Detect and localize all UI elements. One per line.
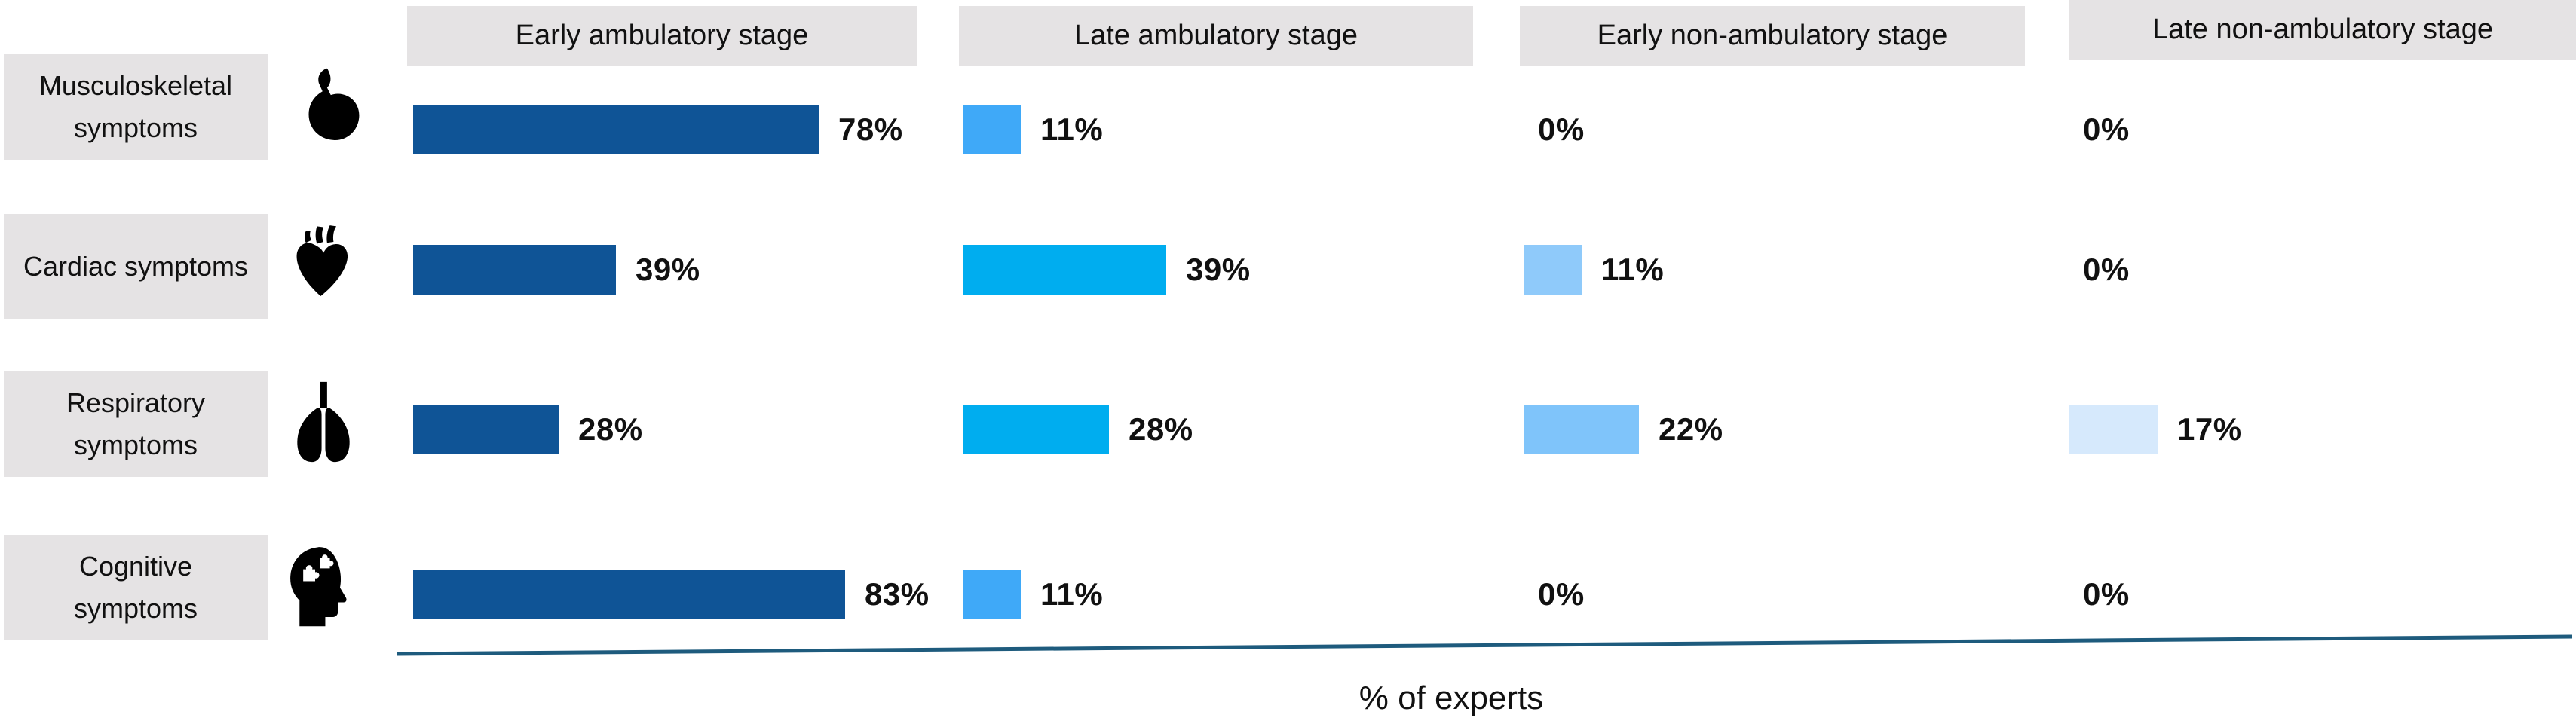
bar-value-label-early-non-ambulatory-stage-cognitive-symptoms: 0% [1538,576,1585,612]
bar-late-non-ambulatory-stage-respiratory-symptoms [2069,405,2158,454]
bar-early-ambulatory-stage-cardiac-symptoms [413,245,616,295]
bar-value-label-late-non-ambulatory-stage-respiratory-symptoms: 17% [2177,411,2242,447]
column-header-early-non-ambulatory-stage: Early non-ambulatory stage [1520,6,2025,66]
cognitive-head-icon [277,538,369,637]
row-label-cardiac-symptoms: Cardiac symptoms [4,214,268,319]
row-label-text: Musculoskeletal symptoms [38,70,233,143]
bar-value-label-early-ambulatory-stage-musculoskeletal-symptoms: 78% [838,112,903,147]
bar-early-non-ambulatory-stage-cardiac-symptoms [1524,245,1582,295]
row-label-cognitive-symptoms: Cognitive symptoms [4,535,268,640]
bar-value-label-early-non-ambulatory-stage-respiratory-symptoms: 22% [1659,411,1723,447]
column-header-early-ambulatory-stage: Early ambulatory stage [407,6,917,66]
muscle-icon [277,57,369,157]
row-label-text: Respiratory symptoms [66,387,206,460]
bar-early-non-ambulatory-stage-respiratory-symptoms [1524,405,1639,454]
row-label-text: Cognitive symptoms [73,551,198,624]
bar-value-label-late-ambulatory-stage-respiratory-symptoms: 28% [1129,411,1193,447]
bar-late-ambulatory-stage-respiratory-symptoms [963,405,1109,454]
bar-early-ambulatory-stage-cognitive-symptoms [413,570,845,619]
bar-value-label-early-non-ambulatory-stage-musculoskeletal-symptoms: 0% [1538,112,1585,147]
bar-value-label-early-ambulatory-stage-cognitive-symptoms: 83% [865,576,930,612]
bar-value-label-late-ambulatory-stage-cardiac-symptoms: 39% [1186,252,1251,287]
bar-late-ambulatory-stage-cardiac-symptoms [963,245,1166,295]
lungs-icon [277,374,369,474]
x-axis-title: % of experts [1358,680,1544,716]
bar-late-ambulatory-stage-musculoskeletal-symptoms [963,105,1021,154]
bar-value-label-early-ambulatory-stage-respiratory-symptoms: 28% [578,411,643,447]
bar-value-label-late-ambulatory-stage-cognitive-symptoms: 11% [1040,576,1104,612]
row-label-musculoskeletal-symptoms: Musculoskeletal symptoms [4,54,268,160]
column-header-late-ambulatory-stage: Late ambulatory stage [959,6,1473,66]
bar-early-ambulatory-stage-respiratory-symptoms [413,405,559,454]
bar-value-label-late-non-ambulatory-stage-cardiac-symptoms: 0% [2083,252,2130,287]
bar-value-label-late-non-ambulatory-stage-cognitive-symptoms: 0% [2083,576,2130,612]
bar-late-ambulatory-stage-cognitive-symptoms [963,570,1021,619]
bar-value-label-early-ambulatory-stage-cardiac-symptoms: 39% [636,252,700,287]
bar-early-ambulatory-stage-musculoskeletal-symptoms [413,105,819,154]
row-label-respiratory-symptoms: Respiratory symptoms [4,371,268,477]
row-label-text: Cardiac symptoms [23,251,249,283]
column-header-late-non-ambulatory-stage: Late non-ambulatory stage [2069,0,2576,60]
bar-value-label-early-non-ambulatory-stage-cardiac-symptoms: 11% [1601,252,1665,287]
bar-value-label-late-non-ambulatory-stage-musculoskeletal-symptoms: 0% [2083,112,2130,147]
bar-value-label-late-ambulatory-stage-musculoskeletal-symptoms: 11% [1040,112,1104,147]
heart-icon [277,217,369,316]
